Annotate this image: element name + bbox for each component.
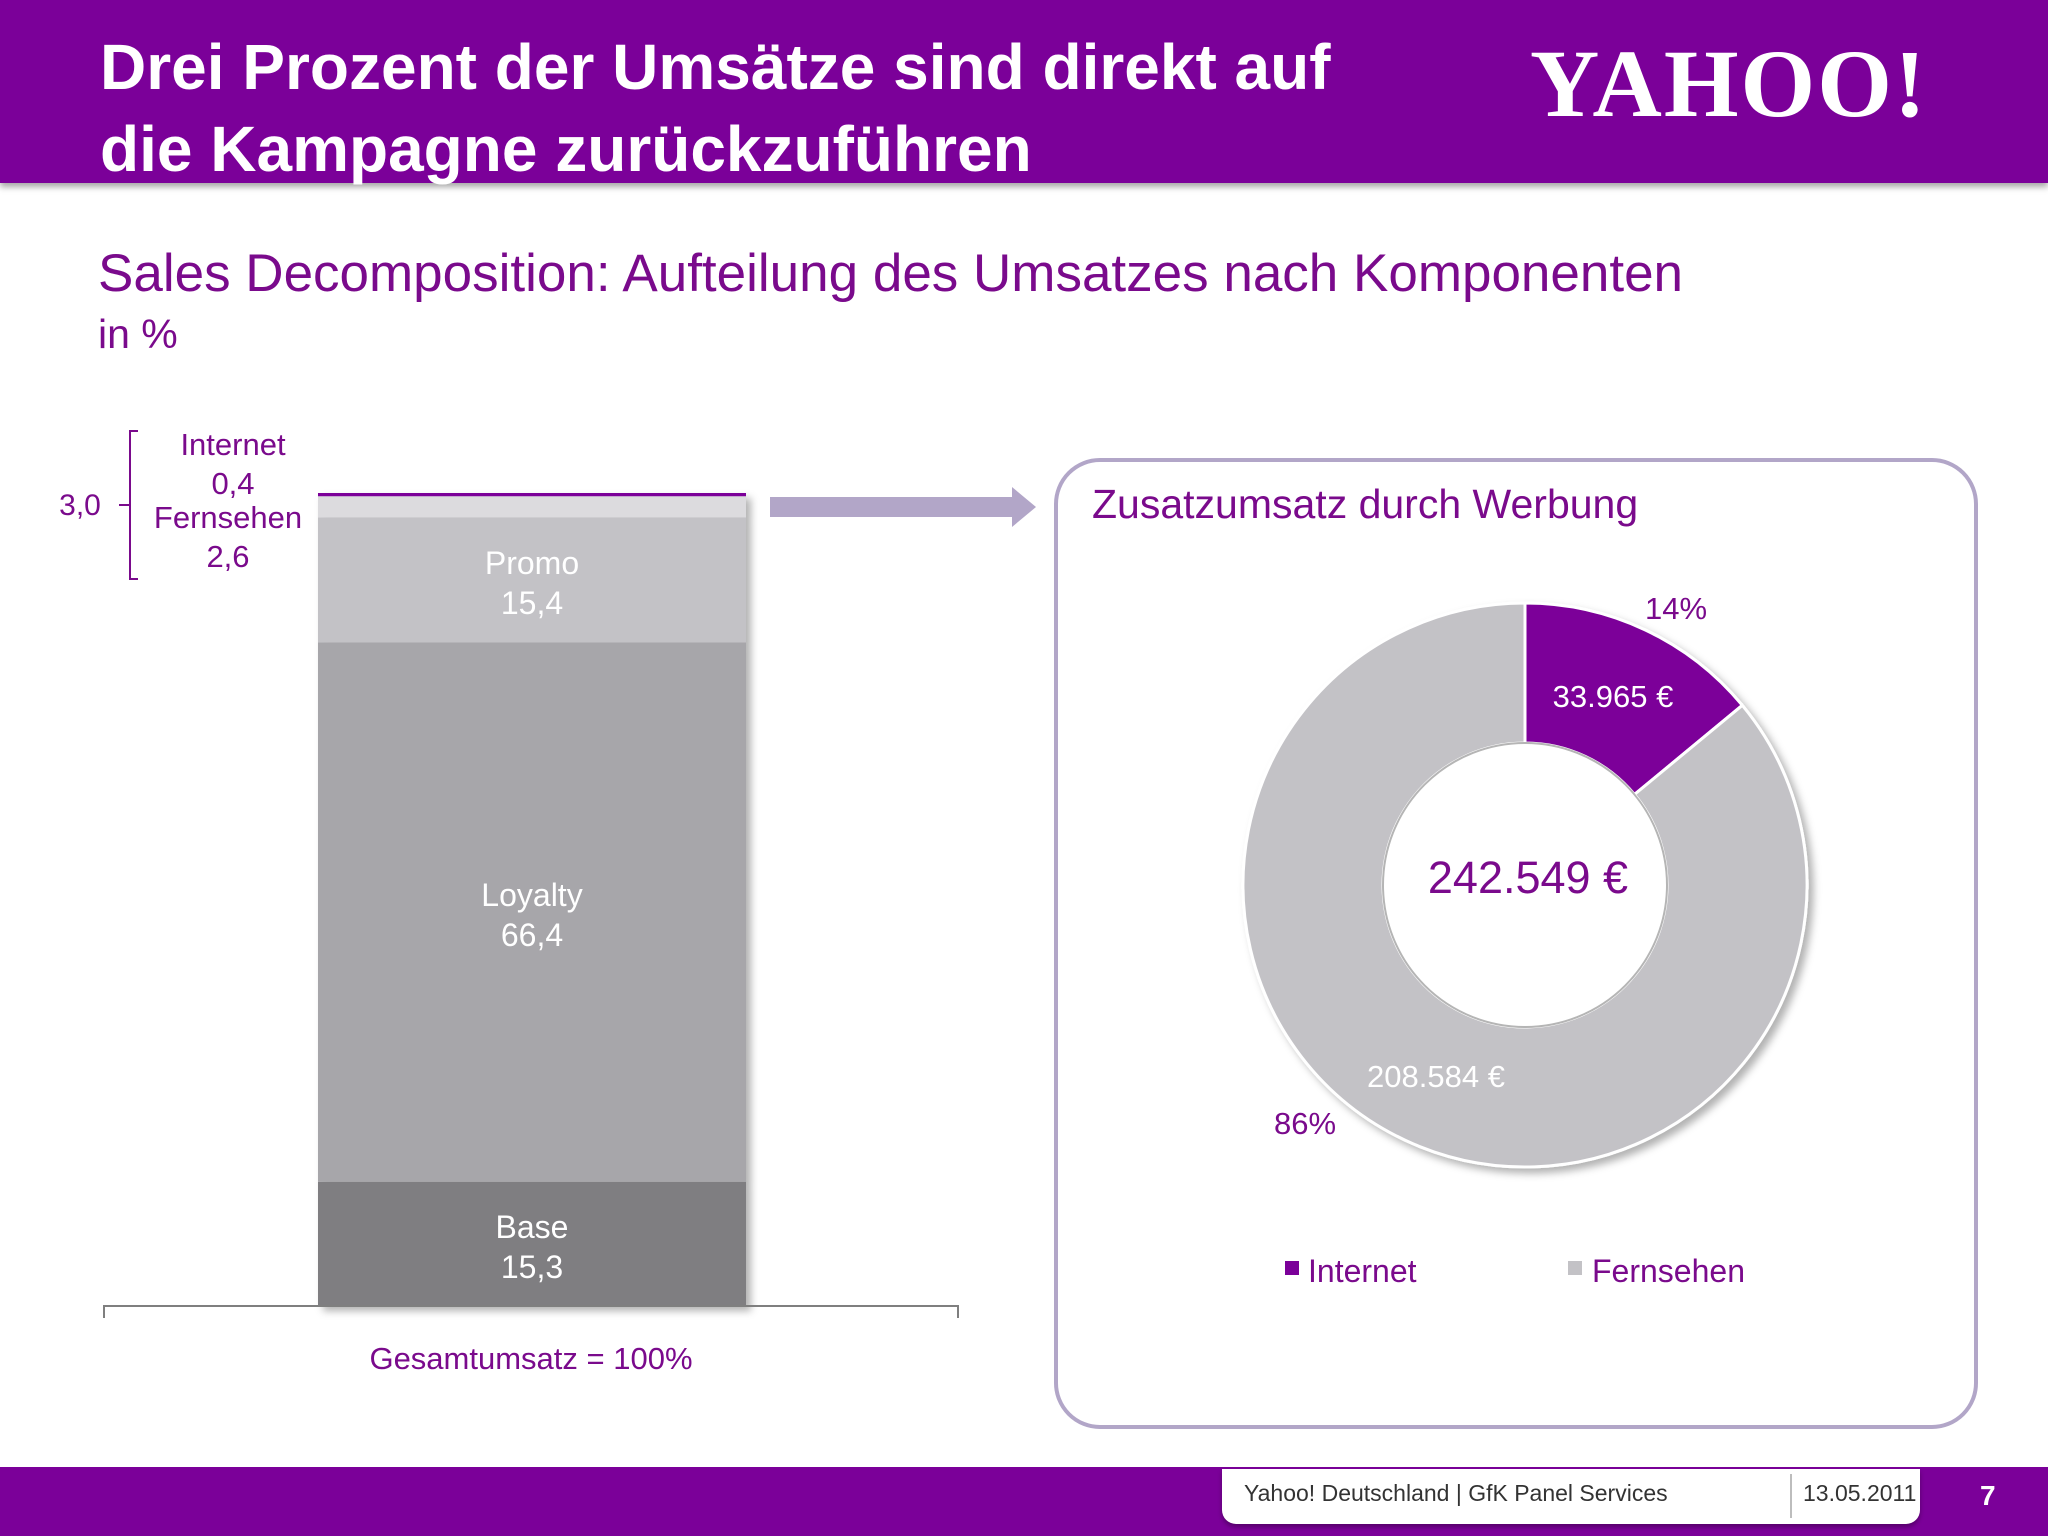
bar-segment-loyalty <box>318 642 746 1182</box>
legend-fernsehen-swatch <box>1568 1261 1582 1275</box>
chart-subtitle: Sales Decomposition: Aufteilung des Umsa… <box>98 244 1684 303</box>
internet-name-label: Internet <box>180 427 286 462</box>
page-title: Drei Prozent der Umsätze sind direkt auf… <box>100 26 1500 190</box>
donut-title: Zusatzumsatz durch Werbung <box>1092 481 1638 527</box>
legend-fernsehen-label: Fernsehen <box>1592 1253 1745 1289</box>
footer-source-box <box>1222 1469 1920 1524</box>
internet-value-label-donut: 33.965 € <box>1553 679 1674 714</box>
legend-internet-label: Internet <box>1308 1253 1417 1289</box>
donut-center-label: 242.549 € <box>1428 852 1628 903</box>
title-line-1: Drei Prozent der Umsätze sind direkt auf <box>100 31 1331 103</box>
bar-segment-promo-name: Promo <box>485 545 579 581</box>
bar-segment-base-name: Base <box>496 1209 569 1245</box>
bar-segment-promo-value: 15,4 <box>501 585 563 621</box>
bracket-total-label: 3,0 <box>59 489 101 522</box>
page-number: 7 <box>1980 1480 1996 1511</box>
small-segments-bracket <box>119 430 138 580</box>
fernsehen-name-label: Fernsehen <box>154 500 302 535</box>
bar-segment-loyalty-name: Loyalty <box>481 877 582 913</box>
internet-percent-label: 14% <box>1645 591 1707 626</box>
footer-date: 13.05.2011 <box>1803 1480 1917 1506</box>
bar-segment-fernsehen <box>318 496 746 518</box>
bar-segment-base-value: 15,3 <box>501 1249 563 1285</box>
title-line-2: die Kampagne zurückzuführen <box>100 113 1032 185</box>
fernsehen-percent-label: 86% <box>1274 1106 1336 1141</box>
bar-xlabel: Gesamtumsatz = 100% <box>369 1341 692 1376</box>
stacked-bar <box>318 493 746 1306</box>
bar-segment-base <box>318 1181 746 1306</box>
arrow-shaft <box>770 497 1012 517</box>
bar-segment-internet <box>318 493 746 497</box>
unit-label: in % <box>98 311 178 357</box>
legend-internet-swatch <box>1285 1261 1299 1275</box>
footer-separator <box>1790 1474 1792 1518</box>
fernsehen-value-label: 2,6 <box>206 539 249 574</box>
internet-value-label: 0,4 <box>211 466 254 501</box>
donut-hole <box>1382 742 1668 1028</box>
yahoo-logo: YAHOO! <box>1530 30 1928 137</box>
charts-canvas: Base 15,3 Loyalty 66,4 Promo 15,4 Gesamtumsat… <box>59 427 1978 1429</box>
bar-labels: Base 15,3 Loyalty 66,4 Promo 15,4 <box>481 545 582 1285</box>
bar-axis-baseline <box>103 1305 959 1318</box>
fernsehen-value-label-donut: 208.584 € <box>1367 1059 1505 1094</box>
bar-segment-promo <box>318 517 746 643</box>
header-bar <box>0 0 2048 183</box>
bar-segment-loyalty-value: 66,4 <box>501 917 563 953</box>
footer-source: Yahoo! Deutschland | GfK Panel Services <box>1244 1480 1668 1506</box>
donut-chart <box>1241 601 1809 1169</box>
arrow-head <box>1012 487 1036 527</box>
